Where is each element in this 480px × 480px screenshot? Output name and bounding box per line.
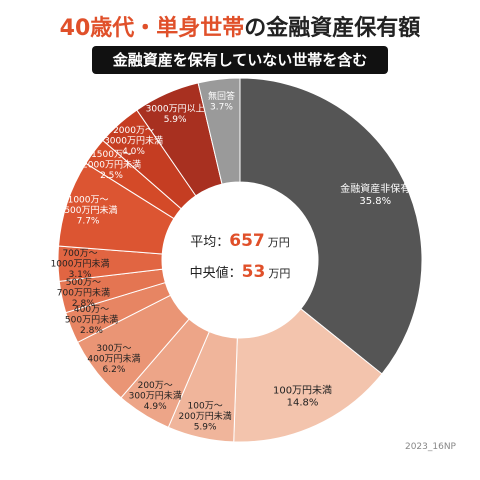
slice-label-9: 1500万～ 2000万円未満 2.5%	[82, 150, 141, 181]
slice-label-3: 200万～ 300万円未満 4.9%	[129, 381, 182, 412]
median-value: 53	[242, 262, 266, 282]
slice-label-7: 700万～ 1000万円未満 3.1%	[51, 249, 110, 280]
donut-hole	[162, 182, 318, 338]
slice-label-6: 500万～ 700万円未満 2.8%	[57, 278, 110, 309]
chart-title: 40歳代・単身世帯の金融資産保有額	[0, 10, 480, 42]
median-label: 中央値：	[190, 265, 242, 281]
title-accent: 40歳代・単身世帯	[59, 16, 245, 41]
slice-label-0: 金融資産非保有 35.8%	[340, 182, 410, 207]
mean-value: 657	[229, 231, 265, 251]
title-rest: の金融資産保有額	[244, 16, 421, 41]
subtitle-banner: 金融資産を保有していない世帯を含む	[92, 46, 388, 74]
slice-label-2: 100万～ 200万円未満 5.9%	[179, 402, 232, 433]
mean-unit: 万円	[268, 236, 290, 249]
slice-label-5: 400万～ 500万円未満 2.8%	[65, 305, 118, 336]
slice-label-8: 1000万～ 1500万円未満 7.7%	[59, 195, 118, 226]
slice-label-12: 無回答 3.7%	[208, 90, 235, 113]
slice-label-11: 3000万円以上 5.9%	[146, 103, 205, 125]
mean-readout: 平均：657 万円	[190, 231, 290, 251]
slice-label-10: 2000万～ 3000万円未満 4.0%	[104, 126, 163, 157]
slice-label-4: 300万～ 400万円未満 6.2%	[87, 344, 140, 375]
mean-label: 平均：	[190, 235, 229, 250]
source-code: 2023_16NP	[404, 442, 456, 452]
slice-label-1: 100万円未満 14.8%	[273, 384, 332, 408]
median-readout: 中央値：53 万円	[190, 262, 291, 282]
median-unit: 万円	[268, 267, 290, 280]
